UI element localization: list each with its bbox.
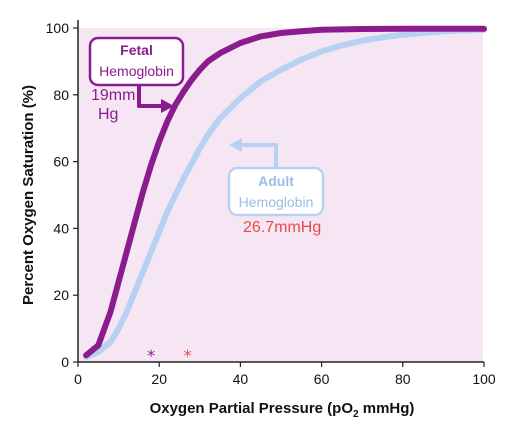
curves-layer [83,25,487,360]
x-tick-label: 0 [74,371,82,387]
ticks-layer: 0 20 40 60 80 100 0 20 40 60 80 100 [46,20,496,387]
fetal-hemoglobin-curve [83,25,487,359]
markers-layer: * * [147,346,192,365]
x-axis-title: Oxygen Partial Pressure (pO2 mmHg) [150,400,415,420]
y-axis-title: Percent Oxygen Saturation (%) [20,85,37,305]
y-tick-label: 0 [61,354,69,370]
adult-p50-note: 26.7mmHg [243,219,321,236]
fetal-p50-note-line2: Hg [98,106,118,123]
fetal-callout-box [88,36,185,87]
y-tick-label: 60 [53,154,69,170]
adult-callout-subtitle: Hemoglobin [239,194,314,210]
y-tick-label: 80 [53,87,69,103]
y-tick-label: 100 [46,20,70,36]
y-tick-label: 40 [53,220,69,236]
fetal-callout: Fetal Hemoglobin [88,36,185,87]
x-tick-label: 20 [151,371,167,387]
fetal-callout-title: Fetal [120,42,153,58]
fetal-arrow-head [161,99,174,113]
axes-layer [77,20,484,363]
x-axis-title-main: Oxygen Partial Pressure (pO [150,400,354,417]
adult-hemoglobin-curve [83,26,487,360]
adult-callout: Adult Hemoglobin [227,166,325,217]
x-tick-label: 100 [472,371,496,387]
x-tick-label: 60 [314,371,330,387]
x-axis-title-suffix: mmHg) [359,400,415,417]
fetal-arrow [137,86,162,108]
fetal-callout-subtitle: Hemoglobin [99,63,174,79]
adult-arrow [241,143,278,168]
adult-arrow-head [229,138,242,152]
adult-callout-title: Adult [258,173,294,189]
y-tick-label: 20 [53,287,69,303]
x-tick-label: 40 [233,371,249,387]
x-axis-title-subscript: 2 [353,409,359,420]
x-tick-label: 80 [395,371,411,387]
fetal-p50-note-line1: 19mm [91,87,135,104]
p50-star-marker: * [147,346,155,365]
p50-star-marker: * [184,346,192,365]
adult-callout-box [227,166,325,217]
